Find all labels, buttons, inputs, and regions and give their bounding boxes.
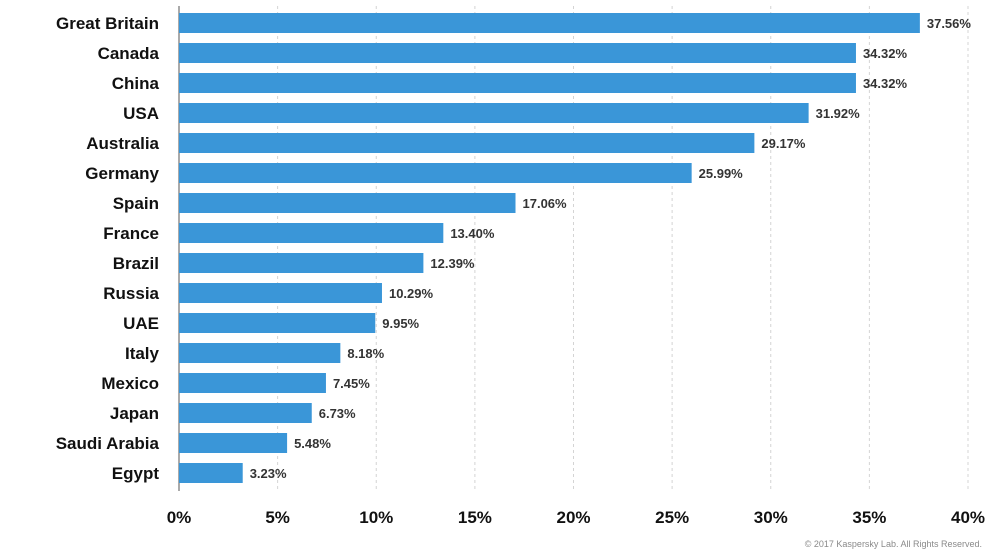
bar-saudi-arabia xyxy=(179,433,288,453)
bars xyxy=(179,13,920,483)
value-label-italy: 8.18% xyxy=(347,346,384,361)
category-label-france: France xyxy=(103,224,159,243)
category-label-egypt: Egypt xyxy=(112,464,160,483)
x-tick-label-10: 10% xyxy=(359,508,393,527)
category-label-spain: Spain xyxy=(113,194,159,213)
category-label-brazil: Brazil xyxy=(113,254,159,273)
x-tick-label-35: 35% xyxy=(852,508,886,527)
bar-china xyxy=(179,73,856,93)
value-label-germany: 25.99% xyxy=(699,166,744,181)
bar-italy xyxy=(179,343,341,363)
bar-spain xyxy=(179,193,516,213)
bar-russia xyxy=(179,283,382,303)
category-label-usa: USA xyxy=(123,104,159,123)
value-label-australia: 29.17% xyxy=(761,136,806,151)
value-label-france: 13.40% xyxy=(450,226,495,241)
category-label-mexico: Mexico xyxy=(101,374,159,393)
category-label-italy: Italy xyxy=(125,344,160,363)
category-label-china: China xyxy=(112,74,160,93)
category-label-great-britain: Great Britain xyxy=(56,14,159,33)
category-labels: Great Britain Canada China USA Australia Germ… xyxy=(56,14,160,483)
category-label-australia: Australia xyxy=(86,134,159,153)
value-label-brazil: 12.39% xyxy=(430,256,475,271)
category-label-saudi-arabia: Saudi Arabia xyxy=(56,434,160,453)
value-label-canada: 34.32% xyxy=(863,46,908,61)
value-label-spain: 17.06% xyxy=(523,196,568,211)
bar-uae xyxy=(179,313,376,333)
x-tick-label-5: 5% xyxy=(265,508,290,527)
x-tick-label-30: 30% xyxy=(754,508,788,527)
category-label-germany: Germany xyxy=(85,164,159,183)
value-label-usa: 31.92% xyxy=(816,106,861,121)
bar-canada xyxy=(179,43,856,63)
x-tick-label-25: 25% xyxy=(655,508,689,527)
value-label-saudi-arabia: 5.48% xyxy=(294,436,331,451)
bar-great-britain xyxy=(179,13,920,33)
bar-usa xyxy=(179,103,809,123)
value-label-egypt: 3.23% xyxy=(250,466,287,481)
value-label-japan: 6.73% xyxy=(319,406,356,421)
bar-australia xyxy=(179,133,755,153)
bar-france xyxy=(179,223,444,243)
value-label-russia: 10.29% xyxy=(389,286,434,301)
category-label-japan: Japan xyxy=(110,404,159,423)
x-tick-label-15: 15% xyxy=(458,508,492,527)
value-label-china: 34.32% xyxy=(863,76,908,91)
bar-brazil xyxy=(179,253,424,273)
value-label-uae: 9.95% xyxy=(382,316,419,331)
bar-mexico xyxy=(179,373,326,393)
bar-japan xyxy=(179,403,312,423)
bar-egypt xyxy=(179,463,243,483)
copyright-notice: © 2017 Kaspersky Lab. All Rights Reserve… xyxy=(804,539,982,549)
value-labels: 37.56%34.32%34.32%31.92%29.17%25.99%17.0… xyxy=(250,16,972,481)
x-axis-ticks: 0% 5% 10% 15% 20% 25% 30% 35% 40% xyxy=(167,508,985,527)
category-label-russia: Russia xyxy=(103,284,159,303)
x-tick-label-0: 0% xyxy=(167,508,192,527)
category-label-uae: UAE xyxy=(123,314,159,333)
bar-germany xyxy=(179,163,692,183)
x-tick-label-40: 40% xyxy=(951,508,985,527)
value-label-great-britain: 37.56% xyxy=(927,16,972,31)
x-tick-label-20: 20% xyxy=(556,508,590,527)
category-label-canada: Canada xyxy=(98,44,160,63)
value-label-mexico: 7.45% xyxy=(333,376,370,391)
